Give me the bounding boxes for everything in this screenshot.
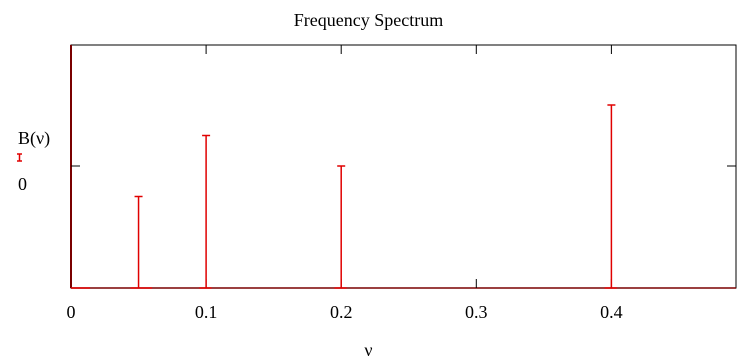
spectrum-marks [71,104,617,289]
chart-title: Frequency Spectrum [293,10,444,30]
plot-frame [70,44,737,289]
x-tick-label: 0.4 [600,302,623,322]
x-tick-label: 0.3 [465,302,488,322]
y-label-marker [17,153,22,162]
axis-ticks [71,45,736,288]
y-tick-label-0: 0 [18,174,27,194]
x-tick-label: 0.1 [194,302,218,322]
x-axis-label: ν [364,340,373,360]
y-axis-label: B(ν) [18,128,51,148]
spectrum-line [202,134,211,288]
spectrum-line [337,165,346,288]
spectrum-line [134,195,143,288]
spectrum-line [607,104,616,288]
x-tick-label: 0 [66,302,76,322]
x-tick-label: 0.2 [329,302,353,322]
